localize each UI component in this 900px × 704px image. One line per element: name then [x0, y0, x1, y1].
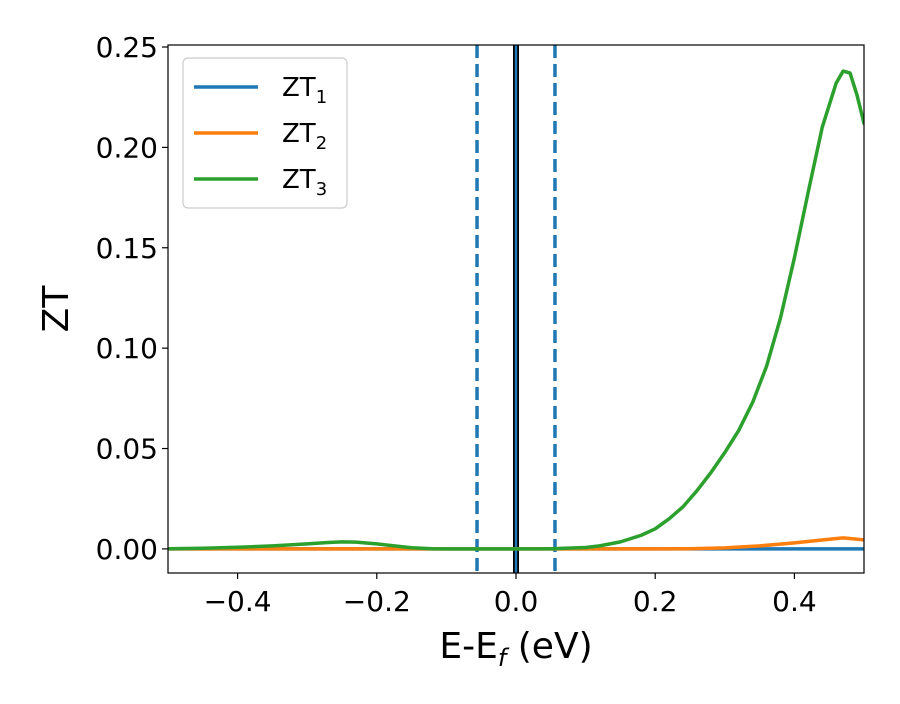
x-axis-ticks: −0.4 −0.2 0.0 0.2 0.4	[204, 573, 817, 618]
series-lines	[168, 69, 864, 551]
x-tick-label: 0.0	[494, 585, 539, 618]
y-tick-label: 0.25	[96, 31, 158, 64]
x-tick-label: 0.4	[772, 585, 817, 618]
x-axis-label: E-Ef (eV)	[439, 626, 592, 672]
y-tick-label: 0.15	[96, 232, 158, 265]
legend-label-zt2: ZT2	[282, 119, 327, 154]
x-tick-label: 0.2	[633, 585, 678, 618]
legend-box	[182, 57, 348, 209]
y-axis-label: ZT	[36, 285, 77, 333]
y-tick-label: 0.20	[96, 131, 158, 164]
y-tick-label: 0.00	[96, 533, 158, 566]
x-tick-label: −0.4	[204, 585, 272, 618]
reference-lines	[475, 45, 557, 573]
y-tick-label: 0.10	[96, 332, 158, 365]
legend: ZT1 ZT2 ZT3	[182, 57, 348, 209]
y-tick-label: 0.05	[96, 433, 158, 466]
x-tick-label: −0.2	[343, 585, 411, 618]
legend-label-zt3: ZT3	[282, 165, 327, 200]
y-axis-ticks: 0.00 0.05 0.10 0.15 0.20 0.25	[96, 31, 168, 566]
legend-label-zt1: ZT1	[282, 73, 327, 108]
series-line-zt3	[168, 69, 864, 551]
